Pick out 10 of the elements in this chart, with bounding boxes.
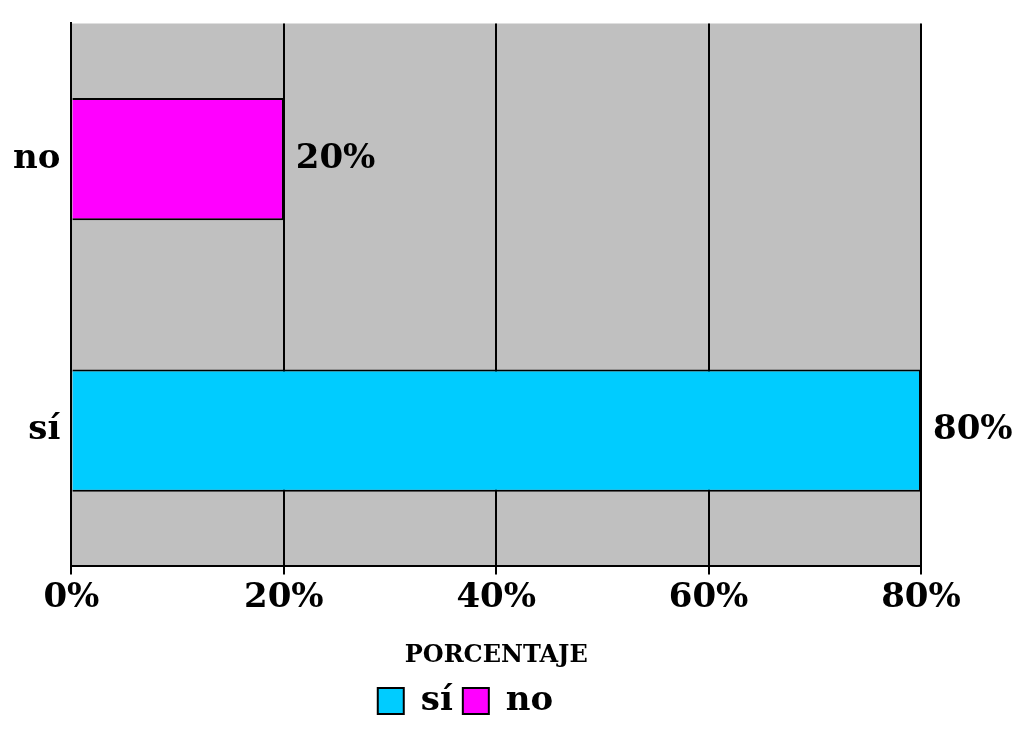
data-label: 20%	[295, 135, 376, 176]
x-tick-label: 0%	[43, 574, 100, 615]
x-tick-label: 60%	[668, 574, 749, 615]
x-tick-label: 40%	[456, 574, 537, 615]
x-tick-label: 80%	[881, 574, 961, 615]
x-axis-title: PORCENTAJE	[404, 638, 588, 668]
x-tick-label: 20%	[243, 574, 324, 615]
legend-label: no	[505, 677, 554, 718]
legend-label: sí	[420, 677, 453, 718]
data-label: 80%	[933, 407, 1013, 448]
